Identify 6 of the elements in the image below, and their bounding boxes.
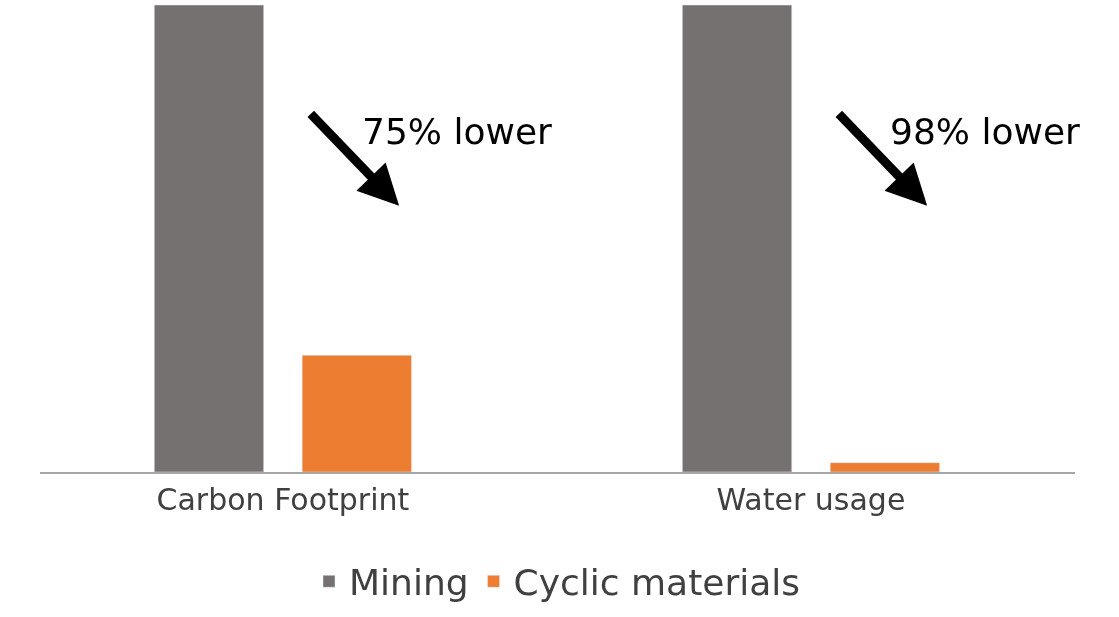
- legend-label: Mining: [349, 562, 469, 604]
- x-tick-label: Carbon Footprint: [156, 482, 410, 517]
- legend-label: Cyclic materials: [513, 562, 801, 604]
- x-tick-label: Water usage: [716, 482, 906, 517]
- annotation: 98% lower: [890, 111, 1081, 152]
- annotation: 75% lower: [362, 111, 553, 152]
